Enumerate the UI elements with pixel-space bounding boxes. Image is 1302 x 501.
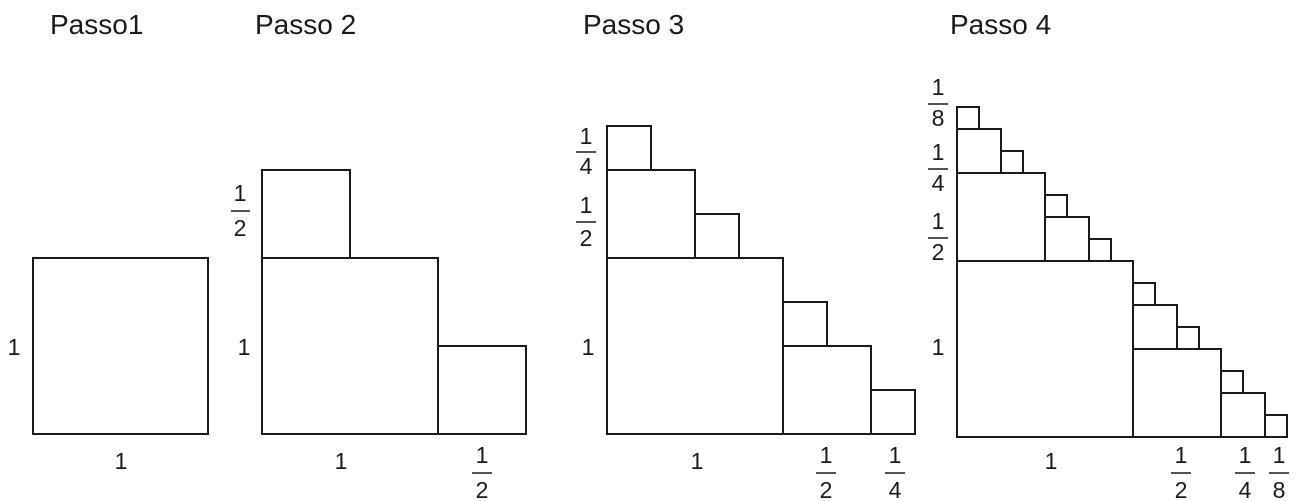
step-3: Passo 3 1 1 1 4 1 2 1 2 1 4 [576, 9, 916, 501]
side-label: 1 [582, 334, 595, 360]
unit-square [261, 257, 439, 435]
bottom-label: 1 [1045, 448, 1058, 474]
numerator: 1 [1273, 442, 1286, 468]
denominator: 8 [1273, 477, 1286, 501]
fraction-quarter-left: 1 4 [928, 139, 948, 196]
fraction-half-left: 1 2 [928, 208, 948, 265]
eighth-square [1220, 370, 1244, 394]
fraction-half-bottom: 1 2 [816, 442, 836, 501]
quarter-square [1132, 304, 1178, 350]
quarter-square [956, 128, 1002, 174]
numerator: 1 [932, 208, 945, 234]
denominator: 2 [932, 239, 945, 265]
quarter-square [606, 125, 652, 171]
denominator: 4 [1239, 477, 1252, 501]
eighth-square [956, 106, 980, 130]
denominator: 4 [889, 477, 902, 501]
numerator: 1 [820, 442, 833, 468]
fraction-quarter-left: 1 4 [576, 123, 596, 179]
quarter-square [870, 389, 916, 435]
quarter-square [782, 301, 828, 347]
side-label: 1 [8, 334, 21, 360]
numerator: 1 [476, 442, 489, 468]
numerator: 1 [932, 74, 945, 100]
step-2-title: Passo 2 [255, 9, 356, 40]
numerator: 1 [580, 192, 593, 218]
bottom-label: 1 [335, 448, 348, 474]
denominator: 4 [932, 170, 945, 196]
denominator: 2 [580, 225, 593, 251]
fraction-half-left: 1 2 [576, 192, 596, 251]
fraction-quarter-bottom: 1 4 [1235, 442, 1255, 501]
denominator: 2 [1175, 477, 1188, 501]
step-1: Passo1 1 1 [8, 9, 209, 474]
denominator: 2 [476, 477, 489, 501]
half-square-right [1132, 348, 1222, 438]
fraction-eighth-left: 1 8 [928, 74, 948, 131]
unit-square [956, 260, 1134, 438]
half-square-top [261, 169, 351, 259]
step-4-title: Passo 4 [950, 9, 1051, 40]
half-square-top [606, 169, 696, 259]
fraction-quarter-bottom: 1 4 [885, 442, 905, 501]
step-1-title: Passo1 [50, 9, 143, 40]
unit-square [32, 257, 209, 435]
eighth-square [1132, 282, 1156, 306]
numerator: 1 [234, 180, 247, 206]
denominator: 8 [932, 105, 945, 131]
denominator: 2 [234, 215, 247, 241]
eighth-square [1176, 326, 1200, 350]
quarter-square [694, 213, 740, 259]
fraction-half-bottom: 1 2 [472, 442, 492, 501]
bottom-label: 1 [115, 448, 128, 474]
step-4: Passo 4 1 1 1 8 1 4 1 2 [928, 9, 1289, 501]
quarter-square [1044, 216, 1090, 262]
eighth-square [1000, 150, 1024, 174]
eighth-square [1088, 238, 1112, 262]
half-square-right [437, 345, 527, 435]
side-label: 1 [238, 334, 251, 360]
numerator: 1 [1175, 442, 1188, 468]
unit-square [606, 257, 784, 435]
step-2: Passo 2 1 1 1 2 1 2 [231, 9, 527, 501]
half-square-right [782, 345, 872, 435]
bottom-label: 1 [691, 448, 704, 474]
numerator: 1 [889, 442, 902, 468]
eighth-square [1264, 414, 1288, 438]
fraction-half-left: 1 2 [231, 180, 250, 241]
quarter-square [1220, 392, 1266, 438]
numerator: 1 [580, 123, 593, 149]
numerator: 1 [932, 139, 945, 165]
fraction-half-bottom: 1 2 [1171, 442, 1191, 501]
eighth-square [1044, 194, 1068, 218]
numerator: 1 [1239, 442, 1252, 468]
step-3-title: Passo 3 [583, 9, 684, 40]
side-label: 1 [932, 334, 945, 360]
denominator: 4 [580, 153, 593, 179]
fraction-eighth-bottom: 1 8 [1269, 442, 1289, 501]
half-square-top [956, 172, 1046, 262]
denominator: 2 [820, 477, 833, 501]
